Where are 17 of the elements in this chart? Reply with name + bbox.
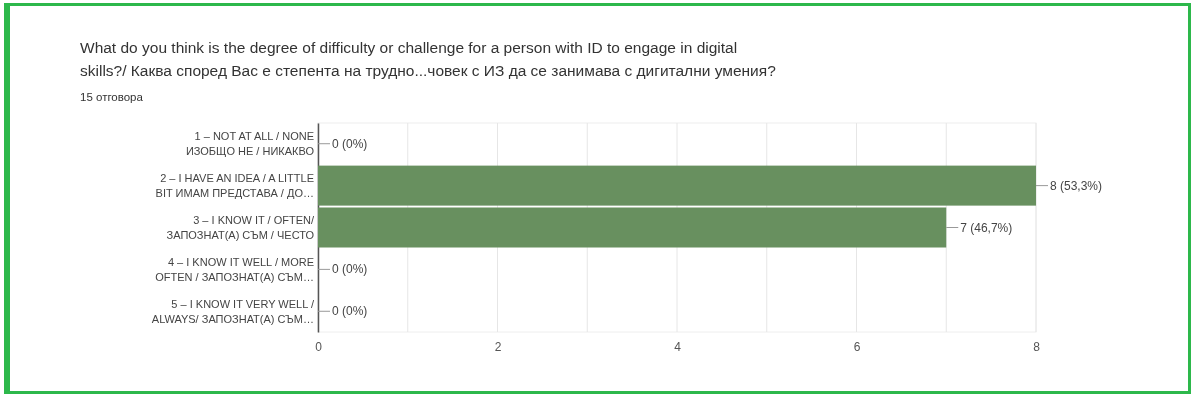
x-tick-label: 4 xyxy=(674,339,682,354)
x-tick-label: 2 xyxy=(494,339,502,354)
y-tick-label: 5 – I KNOW IT VERY WELL / ALWAYS/ ЗАПОЗНАТ(А) СЪМ… xyxy=(151,297,315,325)
y-tick-label: 4 – I KNOW IT WELL / MORE OFTEN / ЗАПОЗНАТ(А) СЪМ… xyxy=(155,255,314,283)
text: 15 отговора xyxy=(80,91,144,103)
y-tick-label: 1 – NOT AT ALL / NONE ИЗОБЩО НЕ / НИКАКВО xyxy=(185,130,315,158)
x-tick-label: 6 xyxy=(853,339,861,354)
data-label: 0 (0%) xyxy=(332,304,368,319)
chart-title: What do you think is the degree of difficulty or challenge for a person with ID to engage in digital skills?/ Каква според Вас е степента на трудно...човек с ИЗ да се занимава с дигитални умения? xyxy=(80,39,777,79)
data-label: 0 (0%) xyxy=(332,262,368,277)
y-tick-label: 3 – I KNOW IT / OFTEN/ ЗАПОЗНАТ(А) СЪМ / ЧЕСТО xyxy=(166,214,315,241)
data-label: 0 (0%) xyxy=(332,136,368,151)
y-tick-label: 2 – I HAVE AN IDEA / A LITTLE BIT ИМАМ ПРЕДСТАВА / ДО… xyxy=(155,172,314,200)
x-tick-label: 0 xyxy=(315,339,323,354)
data-label: 8 (53,3%) xyxy=(1050,178,1103,193)
data-label: 7 (46,7%) xyxy=(960,220,1013,235)
x-tick-label: 8 xyxy=(1033,339,1041,354)
